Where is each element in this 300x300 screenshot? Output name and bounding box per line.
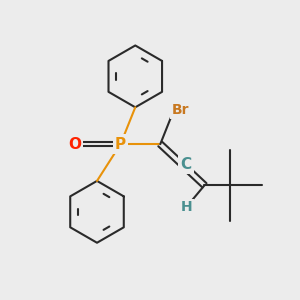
Text: H: H [181,200,193,214]
Text: P: P [115,136,126,152]
Text: C: C [180,157,191,172]
Text: Br: Br [171,103,189,117]
Text: O: O [68,136,81,152]
